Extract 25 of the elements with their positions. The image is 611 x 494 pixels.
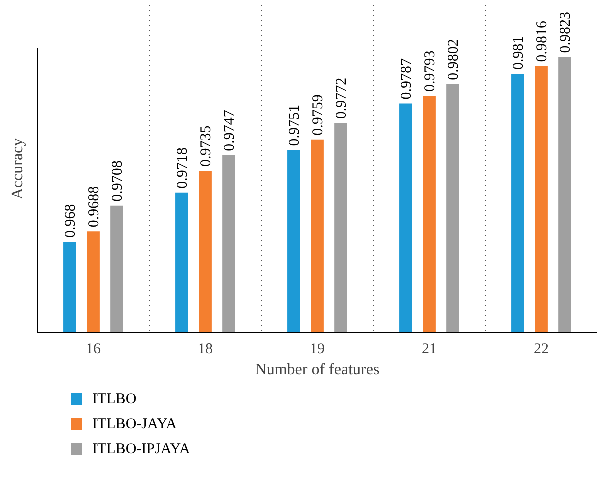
data-label: 0.981 <box>510 36 527 70</box>
data-label: 0.9772 <box>334 78 350 120</box>
data-label: 0.9751 <box>286 105 303 146</box>
x-axis-title: Number of features <box>255 362 380 378</box>
y-axis-title: Accuracy <box>10 138 26 200</box>
legend-label: ITLBO-IPJAYA <box>92 442 190 458</box>
x-tick-label: 19 <box>310 342 325 358</box>
data-label: 0.9759 <box>310 94 326 136</box>
data-label: 0.9823 <box>558 12 574 54</box>
legend-label: ITLBO-JAYA <box>92 416 178 432</box>
x-tick-label: 21 <box>422 342 437 358</box>
x-tick-label: 22 <box>534 342 549 358</box>
x-tick-label: 16 <box>86 342 102 358</box>
data-label: 0.968 <box>62 204 79 238</box>
data-label: 0.9688 <box>86 186 102 228</box>
data-label: 0.9816 <box>534 20 550 62</box>
legend-label: ITLBO <box>92 392 137 408</box>
data-label: 0.9802 <box>446 39 462 80</box>
data-label: 0.9793 <box>422 50 438 92</box>
data-label: 0.9735 <box>198 126 214 167</box>
data-label: 0.9747 <box>222 110 238 152</box>
data-label: 0.9718 <box>174 148 191 189</box>
data-label: 0.9708 <box>110 160 126 202</box>
data-label: 0.9787 <box>398 58 415 100</box>
x-tick-label: 18 <box>198 342 213 358</box>
